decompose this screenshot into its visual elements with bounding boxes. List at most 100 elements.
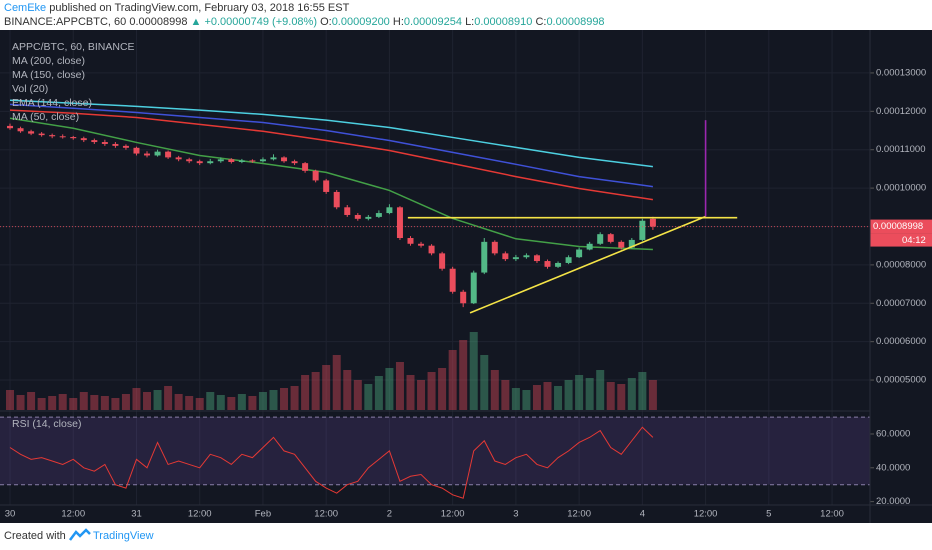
- volume-bar: [248, 396, 257, 410]
- candle-body: [28, 131, 35, 134]
- candle-body: [512, 257, 519, 260]
- candle-body: [607, 234, 614, 242]
- volume-bar: [195, 398, 204, 410]
- volume-bar: [121, 394, 130, 410]
- candle-body: [228, 159, 235, 162]
- candle-body: [565, 257, 572, 263]
- q-value: 0.00009200: [332, 16, 390, 28]
- candle-body: [38, 133, 45, 136]
- last-price-box: [870, 219, 932, 234]
- author[interactable]: CemEke: [4, 2, 46, 14]
- q-label: O:: [320, 16, 332, 28]
- rsi-band: [0, 417, 870, 485]
- candle-body: [144, 153, 151, 156]
- rsi-tick-label: 40.0000: [876, 462, 910, 473]
- volume-bar: [332, 355, 341, 410]
- volume-bar: [58, 394, 67, 410]
- volume-bar: [301, 375, 310, 410]
- symbol: BINANCE:APPCBTC, 60: [4, 16, 126, 28]
- volume-bar: [417, 380, 426, 410]
- x-tick-label: Feb: [255, 509, 271, 520]
- volume-bar: [48, 396, 57, 410]
- legend-entry: Vol (20): [12, 83, 48, 95]
- volume-bar: [385, 368, 394, 410]
- price: 0.00008998: [129, 16, 187, 28]
- candle-body: [302, 163, 309, 171]
- candle-body: [312, 170, 319, 181]
- q-value: 0.00008910: [474, 16, 532, 28]
- candle-body: [333, 191, 340, 208]
- candle-body: [270, 157, 277, 160]
- ma-line: [9, 99, 653, 168]
- volume-bar: [90, 395, 99, 410]
- countdown-box: [870, 233, 932, 247]
- y-tick-label: 0.00010000: [876, 183, 926, 194]
- volume-bar: [638, 372, 647, 410]
- candle-body: [112, 143, 119, 146]
- volume-bar: [185, 396, 194, 410]
- header-bg: [0, 0, 932, 30]
- y-tick-label: 0.00006000: [876, 336, 926, 347]
- q-value: 0.00009254: [404, 16, 462, 28]
- x-tick-label: 12:00: [441, 509, 465, 520]
- candle-body: [576, 249, 583, 258]
- volume-bar: [501, 380, 510, 410]
- volume-bar: [37, 398, 46, 410]
- candle-body: [555, 262, 562, 267]
- candle-body: [344, 207, 351, 215]
- candle-body: [238, 160, 245, 162]
- x-tick-label: 12:00: [694, 509, 718, 520]
- q-label: C:: [535, 16, 546, 28]
- volume-bar: [143, 392, 152, 410]
- drawing-line: [469, 215, 706, 314]
- x-tick-label: 5: [766, 509, 771, 520]
- candle-body: [649, 218, 656, 227]
- candle-body: [196, 161, 203, 164]
- candle-body: [523, 255, 530, 258]
- x-tick-label: 4: [640, 509, 645, 520]
- x-tick-label: 31: [131, 509, 142, 520]
- legend-entry: EMA (144, close): [12, 97, 92, 109]
- y-tick-label: 0.00007000: [876, 298, 926, 309]
- y-tick-label: 0.00008000: [876, 259, 926, 270]
- candle-body: [481, 241, 488, 273]
- q-value: 0.00008998: [546, 16, 604, 28]
- candle-body: [80, 138, 87, 141]
- published: published on TradingView.com, February 0…: [46, 2, 349, 14]
- volume-bar: [448, 350, 457, 410]
- volume-bar: [100, 396, 109, 410]
- legend-entry: APPC/BTC, 60, BINANCE: [12, 41, 135, 53]
- volume-bar: [237, 394, 246, 410]
- volume-bar: [269, 390, 278, 410]
- candle-body: [207, 161, 214, 164]
- candle-body: [354, 214, 361, 219]
- volume-bar: [648, 380, 657, 410]
- q-label: H:: [393, 16, 404, 28]
- volume-bar: [427, 372, 436, 410]
- ma-line: [9, 109, 654, 201]
- candle-body: [101, 142, 108, 144]
- rsi-tick-label: 60.0000: [876, 428, 910, 439]
- volume-bar: [617, 384, 626, 410]
- candle-body: [133, 147, 140, 154]
- footer-brand[interactable]: TradingView: [93, 530, 154, 542]
- candle-body: [544, 261, 551, 267]
- volume-bar: [554, 386, 563, 410]
- footer-bg: [0, 523, 932, 550]
- candle-body: [428, 245, 435, 254]
- candle-body: [17, 128, 24, 132]
- x-tick-label: 12:00: [820, 509, 844, 520]
- chart-bg: [0, 30, 932, 523]
- volume-bar: [79, 392, 88, 410]
- volume-bar: [543, 382, 552, 410]
- volume-bar: [206, 392, 215, 410]
- last-price-label: 0.00008998: [873, 221, 923, 232]
- candle-body: [449, 268, 456, 292]
- candle-body: [460, 291, 467, 304]
- plot: 0.00005000 0.00006000 0.00007000 0.00008000…: [0, 30, 932, 523]
- ma-line: [9, 117, 653, 251]
- candle-body: [586, 243, 593, 250]
- quote-line: BINANCE:APPCBTC, 60 0.00008998 ▲ +0.0000…: [4, 16, 605, 28]
- volume-bar: [522, 390, 531, 410]
